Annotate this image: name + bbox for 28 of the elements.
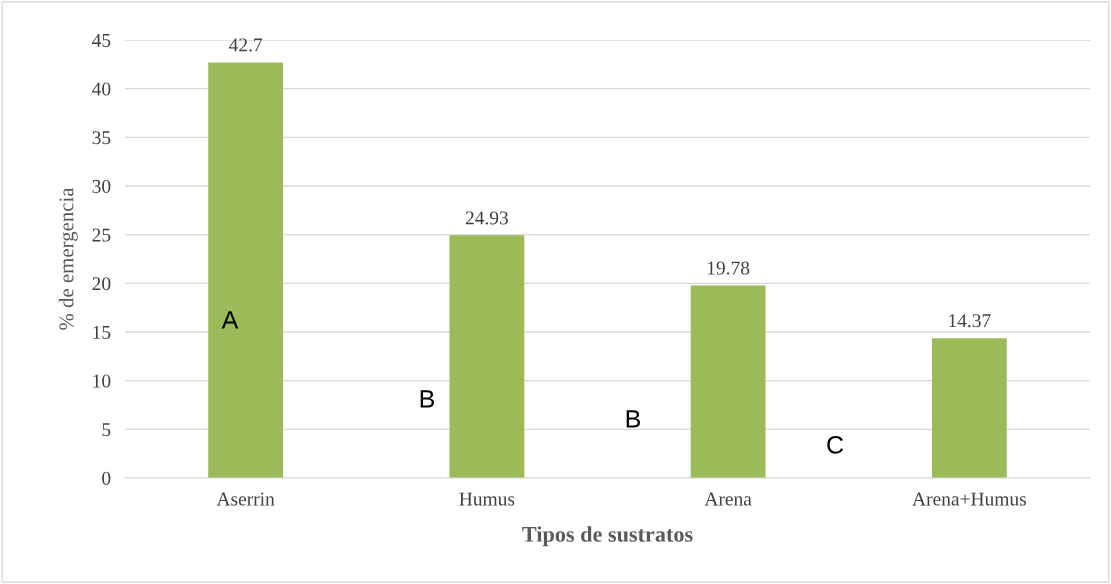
y-tick-label: 35 (92, 131, 111, 145)
y-tick-label: 10 (93, 374, 111, 388)
bar (690, 285, 766, 478)
x-tick-label: Humus (459, 492, 515, 506)
x-tick-label: Arena (704, 492, 752, 506)
annotation: B (626, 410, 641, 428)
y-tick-label: 0 (102, 471, 111, 485)
y-tick-label: 25 (92, 228, 111, 242)
bar (449, 235, 525, 478)
data-label: 42.7 (228, 38, 263, 52)
bar (931, 338, 1007, 478)
data-label: 19.78 (707, 261, 750, 275)
y-tick-label: 45 (92, 33, 111, 47)
y-tick-label: 40 (92, 82, 111, 96)
x-tick-label: Arena+Humus (912, 492, 1026, 506)
y-tick-label: 20 (92, 277, 111, 291)
y-tick-label: 15 (93, 325, 111, 339)
annotation: B (420, 390, 435, 408)
x-axis-title: Tipos de sustratos (522, 526, 693, 547)
annotation: C (827, 436, 844, 454)
annotation: A (221, 311, 239, 329)
data-label: 14.37 (949, 314, 991, 328)
y-axis-title: % de emergencia (58, 187, 78, 330)
x-tick-label: Aserrin (216, 492, 275, 506)
y-tick-label: 5 (102, 423, 111, 437)
bar (208, 62, 284, 478)
data-label: 24.93 (465, 211, 508, 225)
y-tick-label: 30 (92, 179, 111, 193)
